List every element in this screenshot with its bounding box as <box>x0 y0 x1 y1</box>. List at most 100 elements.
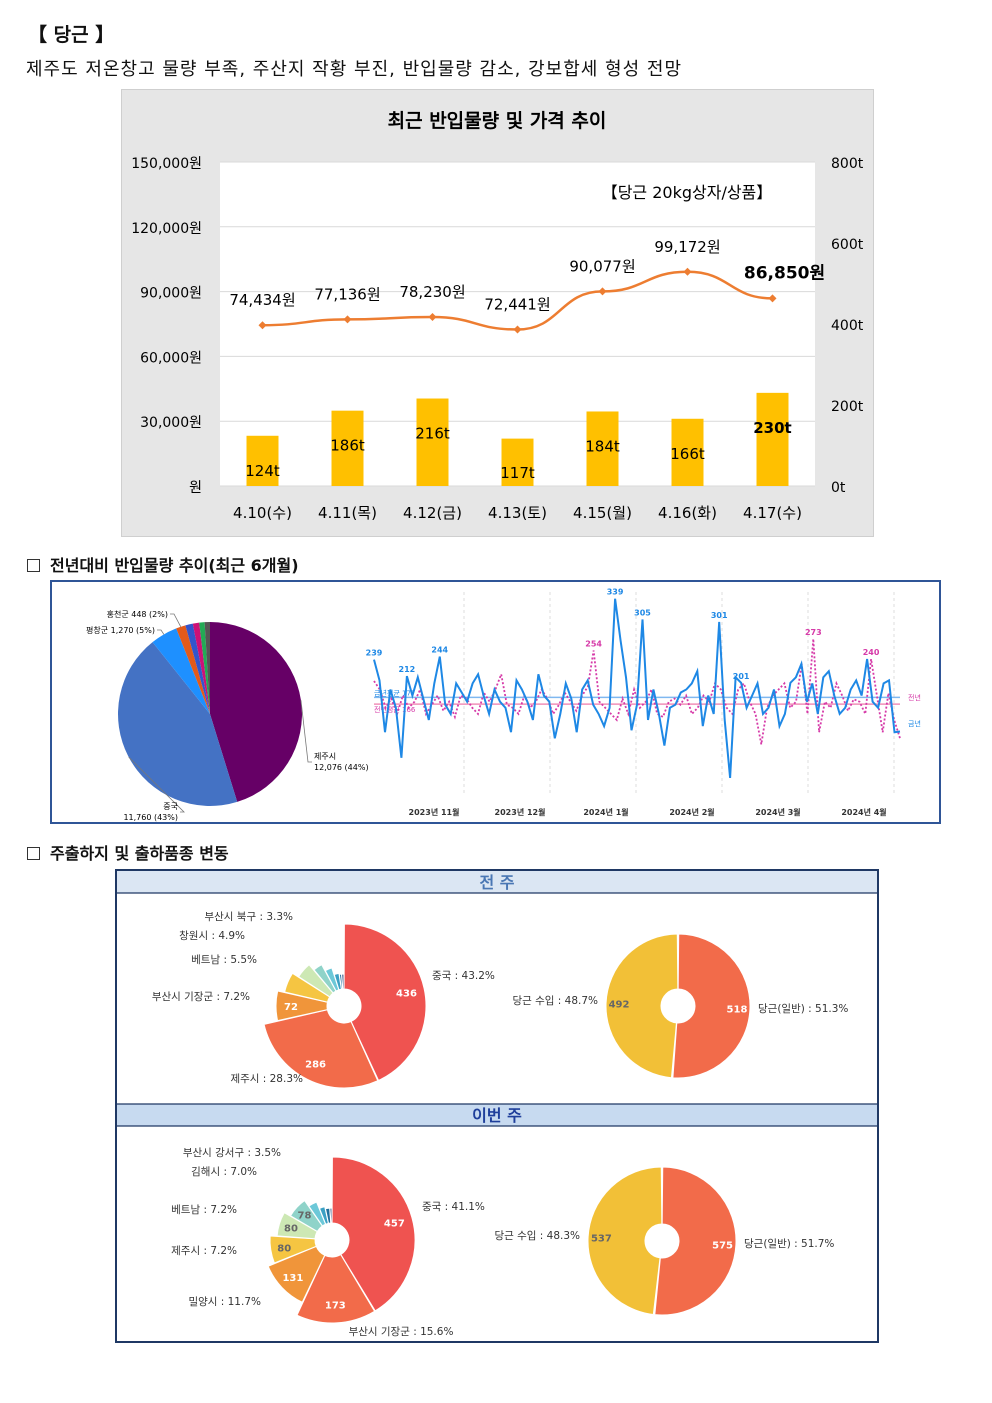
bar-label: 230t <box>753 419 791 437</box>
y-left-tick: 60,000원 <box>140 350 202 366</box>
bar <box>501 438 534 486</box>
panel-band <box>117 871 877 893</box>
pie-slice <box>152 628 210 714</box>
donut-label: 부산시 북구 : 3.3% <box>204 911 293 923</box>
price-point <box>428 313 437 322</box>
legend-curr: 금년 <box>908 719 921 728</box>
donut-slice <box>341 973 345 990</box>
price-volume-svg: 최근 반입물량 및 가격 추이 150,000원 120,000원 90,000원 60… <box>131 110 864 522</box>
pie-slice <box>185 623 210 714</box>
donut-slice <box>672 933 751 1079</box>
summary-text: 제주도 저온창고 물량 부족, 주산지 작황 부진, 반입물량 감소, 강보합세… <box>26 59 683 80</box>
unit-annotation: 【당근 20kg상자/상품】 <box>602 183 773 202</box>
y-left-tick: 원 <box>189 480 202 496</box>
price-point <box>258 321 267 330</box>
donut-slice <box>343 923 427 1082</box>
x-tick: 4.16(화) <box>658 504 717 522</box>
price-point <box>343 315 352 324</box>
x-tick: 4.17(수) <box>743 504 802 522</box>
donut-slice <box>329 1207 333 1224</box>
pie-label: 11,760 (43%) <box>123 813 178 822</box>
x-tick: 4.10(수) <box>233 504 292 522</box>
donut-value: 457 <box>384 1219 405 1230</box>
donut-value: 286 <box>305 1059 326 1070</box>
bar <box>416 398 449 486</box>
y-left-tick: 90,000원 <box>140 286 202 302</box>
x-tick: 2024년 3월 <box>755 807 800 817</box>
point-label: 254 <box>585 640 602 649</box>
chart-title: 최근 반입물량 및 가격 추이 <box>388 110 607 132</box>
x-tick: 4.11(목) <box>318 504 377 522</box>
bar <box>671 418 704 486</box>
x-tick: 2024년 1월 <box>583 807 628 817</box>
x-tick: 4.13(토) <box>488 504 547 522</box>
pie-leader <box>170 613 182 627</box>
donut-label: 창원시 : 4.9% <box>179 930 245 942</box>
point-label: 273 <box>805 628 822 637</box>
donut-label: 김해시 : 7.0% <box>191 1165 257 1178</box>
donut-value: 131 <box>282 1273 303 1284</box>
donut-label: 당근 수입 : 48.7% <box>512 994 598 1007</box>
bar-label: 216t <box>415 425 450 443</box>
checkbox-icon <box>27 559 40 572</box>
bar-label: 124t <box>245 462 280 480</box>
donut-label: 부산시 강서구 : 3.5% <box>183 1147 281 1159</box>
point-label: 239 <box>366 649 383 658</box>
bar-label: 117t <box>500 464 535 482</box>
section-heading-origins-text: 주출하지 및 출하품종 변동 <box>50 844 229 863</box>
point-label: 212 <box>399 665 416 674</box>
donut-value: 78 <box>298 1211 312 1222</box>
donut-label: 부산시 기장군 : 7.2% <box>152 991 250 1003</box>
yoy-svg: 제주시 12,076 (44%) 중국 11,760 (43%) 평창군 1,270 (… <box>86 588 921 822</box>
price-label: 90,077원 <box>569 257 635 275</box>
pie-slice <box>192 622 210 714</box>
price-label: 78,230원 <box>399 283 465 301</box>
pie-label: 홍천군 448 (2%) <box>107 609 168 619</box>
bar-label: 186t <box>330 437 365 455</box>
point-label: 240 <box>863 648 880 657</box>
avg-label: 전년평균 166 <box>374 705 416 714</box>
section-heading-yoy-text: 전년대비 반입물량 추이(최근 6개월) <box>50 556 299 575</box>
origin-share-panel: 전 주 436 286 72 중국 : 43.2% 제주시 : 28.3% 부산시 기장군 … <box>115 869 879 1343</box>
pie-slice <box>176 625 210 714</box>
x-tick: 4.12(금) <box>403 504 462 522</box>
pie-leader <box>300 700 312 763</box>
bar <box>756 392 789 486</box>
pie-leader <box>128 756 185 813</box>
donut-value: 173 <box>325 1301 346 1312</box>
plot-area <box>220 162 815 486</box>
donut-value: 80 <box>277 1244 291 1255</box>
donut-label: 밀양시 : 11.7% <box>188 1296 261 1308</box>
price-volume-chart: 최근 반입물량 및 가격 추이 150,000원 120,000원 90,000원 60… <box>121 89 874 537</box>
x-tick: 2024년 4월 <box>841 807 886 817</box>
panel-band <box>117 1104 877 1126</box>
donut-slice <box>331 1156 416 1312</box>
section-title: 【 당근 】 <box>28 24 115 46</box>
donut-value: 436 <box>396 988 417 999</box>
panel-title: 전 주 <box>479 873 514 892</box>
donut-label: 당근(일반) : 51.3% <box>758 1002 848 1015</box>
x-tick: 4.15(월) <box>573 504 632 522</box>
pie-slice <box>199 622 210 714</box>
donut-label: 당근 수입 : 48.3% <box>494 1229 580 1242</box>
pie-label: 제주시 <box>314 752 336 761</box>
pie-label: 평창군 1,270 (5%) <box>86 625 155 635</box>
y-right-tick: 600t <box>831 237 864 253</box>
price-point <box>768 294 777 303</box>
donut-label: 중국 : 43.2% <box>432 970 495 982</box>
x-tick: 2024년 2월 <box>669 807 714 817</box>
section-heading-yoy: 전년대비 반입물량 추이(최근 6개월) <box>27 552 299 576</box>
bar <box>586 411 619 486</box>
y-right-tick: 0t <box>831 480 846 496</box>
pie-leader <box>157 629 165 635</box>
price-label: 72,441원 <box>484 296 550 314</box>
bar <box>246 435 279 486</box>
checkbox-icon <box>27 847 40 860</box>
donut-label: 베트남 : 7.2% <box>171 1204 237 1216</box>
y-right-tick: 200t <box>831 399 864 415</box>
bar <box>331 410 364 486</box>
y-left-tick: 120,000원 <box>131 221 202 237</box>
y-right-tick: 400t <box>831 318 864 334</box>
bar-label: 166t <box>670 445 705 463</box>
price-point <box>683 267 692 276</box>
